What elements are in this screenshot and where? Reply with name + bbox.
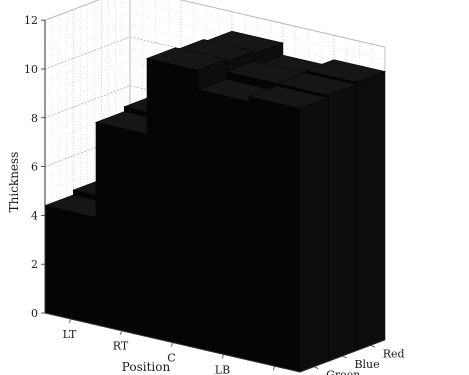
z-tick-label: 6	[31, 161, 38, 174]
bar-side	[356, 71, 386, 352]
x-tick	[171, 342, 173, 347]
z-tick-label: 4	[31, 209, 38, 222]
grid-line-z	[44, 97, 385, 158]
z-tick-label: 10	[24, 63, 38, 76]
series-label: Green	[326, 369, 360, 375]
x-tick	[69, 318, 71, 323]
bar-front	[197, 89, 250, 361]
x-tick-label: LB	[215, 363, 230, 375]
axes	[41, 19, 386, 373]
y-tick	[342, 355, 347, 359]
y-tick	[313, 366, 319, 370]
x-tick	[222, 354, 224, 359]
grid-line-z	[44, 24, 385, 84]
x-tick	[120, 330, 122, 335]
z-tick-label: 0	[31, 307, 38, 320]
series-label: Red	[383, 347, 405, 360]
bar-side	[299, 97, 329, 373]
grid-line-z	[44, 0, 385, 60]
bar-front	[95, 121, 148, 337]
y-tick	[370, 344, 375, 348]
bar-top	[276, 72, 358, 96]
bar-front	[44, 205, 97, 326]
grid-line-z	[44, 12, 385, 72]
x-axis-title: Position	[122, 360, 171, 374]
bar-front	[248, 96, 301, 373]
z-tick-label: 12	[24, 14, 38, 27]
z-tick-label: 8	[31, 112, 38, 125]
bar-top	[304, 59, 386, 83]
bar-front	[146, 58, 199, 349]
x-tick	[273, 366, 275, 371]
x-tick-label: LT	[63, 328, 77, 341]
bar-RB-Green	[247, 85, 330, 373]
labels: 024681012LTRTCLBRBGreenBlueRed	[24, 14, 405, 375]
z-tick-label: 2	[31, 258, 38, 271]
bar-side	[327, 84, 357, 362]
z-axis-title: Thickness	[7, 152, 21, 213]
bars	[43, 30, 386, 373]
bar-top	[145, 47, 228, 71]
x-tick-label: C	[167, 352, 175, 365]
series-label: Blue	[354, 358, 379, 371]
bar-top	[247, 85, 330, 109]
x-tick-label: RT	[113, 340, 129, 353]
